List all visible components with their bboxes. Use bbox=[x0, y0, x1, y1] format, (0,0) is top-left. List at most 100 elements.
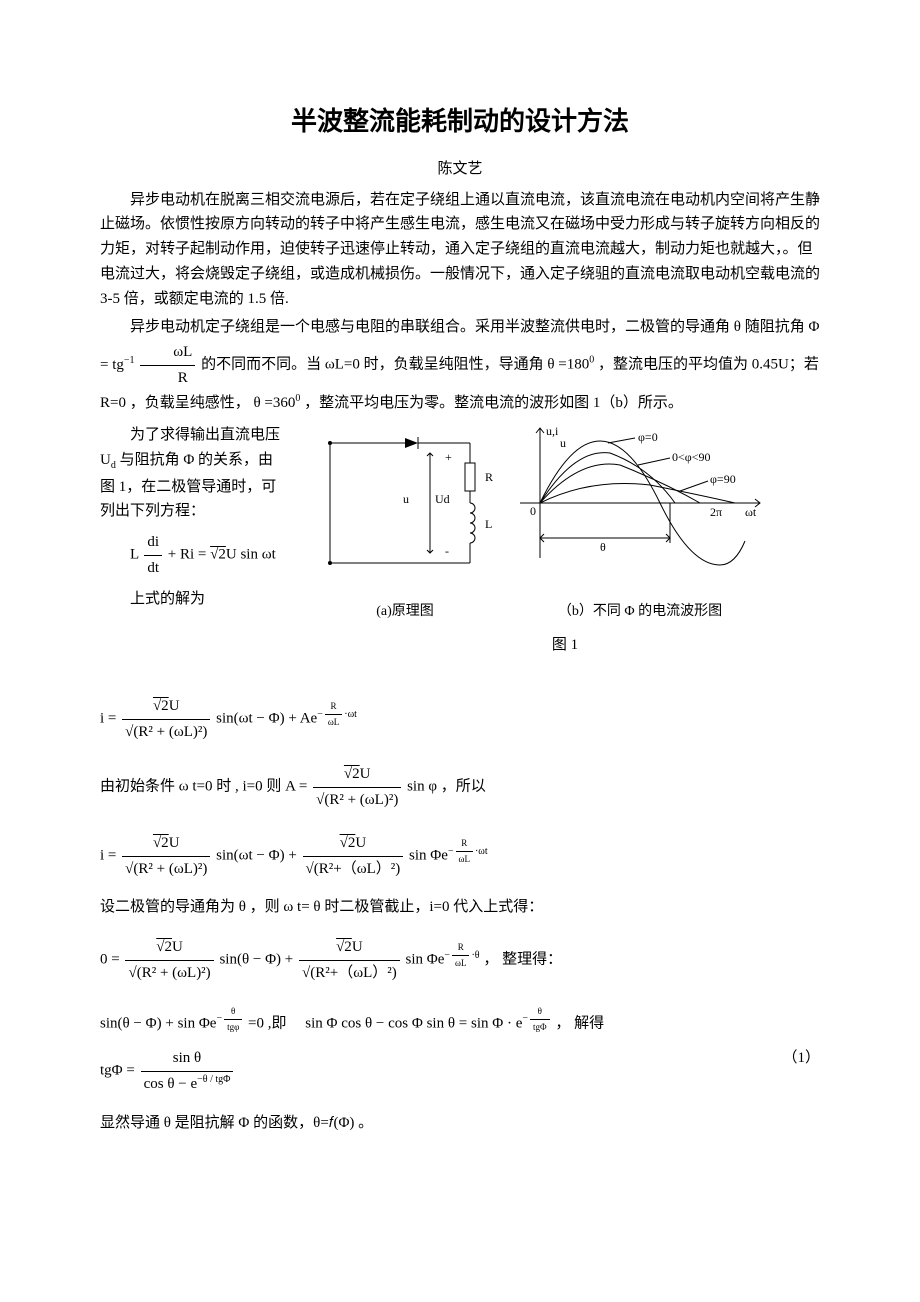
neg1: −1 bbox=[124, 355, 135, 366]
i2n2: U bbox=[169, 835, 180, 851]
i1ewL: ωL bbox=[325, 715, 342, 730]
lp-b: Ud 与阻抗角 Φ 的关系，由 bbox=[100, 448, 300, 475]
i1n1: √2 bbox=[153, 698, 169, 714]
eq-i1: i = √2U √(R² + (ωL)²) sin(ωt − Φ) + Ae−R… bbox=[100, 694, 820, 745]
i2ewL: ωL bbox=[456, 852, 473, 867]
i2n1: √2 bbox=[153, 835, 169, 851]
i2wt: ·ωt bbox=[475, 846, 488, 857]
fig-a-cap: (a)原理图 bbox=[310, 600, 500, 623]
deg-a: 0 bbox=[589, 355, 594, 366]
den-R: R bbox=[140, 366, 195, 391]
wave-svg: u,i u φ=0 0<φ<90 φ=90 0 2π ωt θ bbox=[510, 423, 770, 583]
paragraph-2: 异步电动机定子绕组是一个电感与电阻的串联组合。采用半波整流供电时，二极管的导通角… bbox=[100, 315, 820, 415]
eq-sintrig: sin(θ − Φ) + sin Φe−θtgφ =0 ,即 sin Φ cos… bbox=[100, 1004, 820, 1036]
figure-row: 为了求得输出直流电压 Ud 与阻抗角 Φ 的关系，由 图 1，在二极管导通时，可… bbox=[100, 423, 820, 688]
num-wL: ωL bbox=[140, 340, 195, 366]
eq-di: di bbox=[144, 530, 162, 556]
lp-e: 上式的解为 bbox=[100, 587, 300, 612]
zd2: √(R²+（ωL）²) bbox=[299, 961, 400, 986]
i2d1: √(R² + (ωL)²) bbox=[122, 857, 210, 882]
w-phi0: φ=0 bbox=[638, 430, 658, 444]
eq-i2: i = √2U √(R² + (ωL)²) sin(ωt − Φ) + √2U … bbox=[100, 831, 820, 882]
para-theta: 设二极管的导通角为 θ ，则 ω t= θ 时二极管截止，i=0 代入上式得： bbox=[100, 895, 820, 920]
i2n4: U bbox=[355, 835, 366, 851]
i2d2: √(R²+（ωL）²) bbox=[303, 857, 404, 882]
i2n3: √2 bbox=[340, 835, 356, 851]
t-L: L bbox=[485, 517, 492, 531]
w-2pi: 2π bbox=[710, 505, 722, 519]
p2a: 异步电动机定子绕组是一个电感与电阻的串联组合。采用半波整流供电时，二极管的导通角… bbox=[130, 319, 808, 335]
zn4: U bbox=[352, 939, 363, 955]
pi-a: 由初始条件 ω t=0 时 , i=0 则 bbox=[100, 779, 285, 795]
s2: sin Φ cos θ − cos Φ sin θ = sin Φ · e bbox=[305, 1015, 522, 1031]
arr: ， 整理得： bbox=[483, 952, 562, 968]
w-ui: u,i bbox=[546, 424, 559, 438]
t-R: R bbox=[485, 470, 493, 484]
i2a: i = bbox=[100, 848, 116, 864]
circuit-svg: + - u Ud R L bbox=[310, 423, 500, 583]
i2eR: R bbox=[456, 836, 473, 852]
zewL: ωL bbox=[452, 956, 469, 971]
lp-a: 为了求得输出直流电压 bbox=[100, 423, 300, 448]
fig-b-cap: （b）不同 Φ 的电流波形图 bbox=[510, 600, 770, 623]
zd1: √(R² + (ωL)²) bbox=[125, 961, 213, 986]
deg-b: 0 bbox=[295, 393, 300, 404]
zeR: R bbox=[452, 940, 469, 956]
Ad: √(R² + (ωL)²) bbox=[313, 788, 401, 813]
paragraph-1: 异步电动机在脱离三相交流电源后，若在定子绕组上通以直流电流，该直流电流在电动机内… bbox=[100, 188, 820, 312]
s1n: θ bbox=[224, 1004, 242, 1020]
i2sp: sin Φe bbox=[409, 848, 448, 864]
w-phimid: 0<φ<90 bbox=[672, 450, 710, 464]
t-ud: Ud bbox=[435, 492, 450, 506]
lp-b2: 与阻抗角 Φ 的关系，由 bbox=[116, 452, 273, 468]
p2d: ，整流平均电压为零。整流电流的波形如图 1（b）所示。 bbox=[304, 395, 683, 411]
t-minus: - bbox=[445, 544, 449, 558]
zn3: √2 bbox=[336, 939, 352, 955]
Ud-U: U bbox=[100, 452, 111, 468]
diagrams: + - u Ud R L (a)原理图 bbox=[310, 423, 820, 688]
s2n: θ bbox=[530, 1004, 550, 1020]
w-phi90: φ=90 bbox=[710, 472, 736, 486]
i1eR: R bbox=[325, 699, 342, 715]
lp-d: 列出下列方程： bbox=[100, 499, 300, 524]
eq-dt: dt bbox=[144, 556, 162, 581]
author: 陈文艺 bbox=[100, 157, 820, 182]
waveform-diagram: u,i u φ=0 0<φ<90 φ=90 0 2π ωt θ bbox=[510, 423, 770, 623]
p2b: 的不同而不同。当 ωL=0 时，负载呈纯阻性，导通角 θ =180 bbox=[201, 357, 589, 373]
eq-sqrt2: √2 bbox=[210, 547, 226, 563]
tgP: tgΦ = bbox=[100, 1063, 135, 1079]
s2d: tgΦ bbox=[530, 1020, 550, 1035]
slv: ， 解得 bbox=[555, 1015, 604, 1031]
zth: ·θ bbox=[471, 950, 479, 961]
eq-Ldi: L didt + Ri = √2U sin ωt bbox=[130, 530, 300, 581]
s1: sin(θ − Φ) + sin Φe bbox=[100, 1015, 216, 1031]
fig1-cap: 图 1 bbox=[310, 633, 820, 658]
s1d: tgφ bbox=[224, 1020, 242, 1035]
tgPn: sin θ bbox=[141, 1046, 234, 1072]
A-sin: sin φ bbox=[407, 779, 437, 795]
zsp: sin Φe bbox=[405, 952, 444, 968]
tgPd2: −θ / tgΦ bbox=[197, 1074, 230, 1085]
zn1: √2 bbox=[156, 939, 172, 955]
para-init: 由初始条件 ω t=0 时 , i=0 则 A = √2U √(R² + (ωL… bbox=[100, 762, 820, 813]
i1-sin: sin(ωt − Φ) + Ae bbox=[216, 711, 317, 727]
An2: U bbox=[360, 766, 371, 782]
z0: 0 = bbox=[100, 952, 120, 968]
zsin: sin(θ − Φ) + bbox=[219, 952, 297, 968]
eq-usin: U sin ωt bbox=[226, 547, 276, 563]
circuit-diagram: + - u Ud R L (a)原理图 bbox=[310, 423, 500, 623]
i1d: √(R² + (ωL)²) bbox=[122, 720, 210, 745]
eq-ri: + Ri = bbox=[168, 547, 210, 563]
i1-wt: ·ωt bbox=[344, 709, 357, 720]
i2sin: sin(ωt − Φ) + bbox=[216, 848, 300, 864]
para-final: 显然导通 θ 是阻抗解 Φ 的函数，θ=𝑓(Φ) 。 bbox=[100, 1111, 820, 1136]
i1-a: i = bbox=[100, 711, 116, 727]
eqL: L bbox=[130, 547, 139, 563]
so: ，所以 bbox=[441, 779, 486, 795]
zn2: U bbox=[172, 939, 183, 955]
w-zero: 0 bbox=[530, 504, 536, 518]
derivation-text: 为了求得输出直流电压 Ud 与阻抗角 Φ 的关系，由 图 1，在二极管导通时，可… bbox=[100, 423, 300, 611]
An1: √2 bbox=[344, 766, 360, 782]
t-plus: + bbox=[445, 450, 452, 464]
w-wt: ωt bbox=[745, 505, 757, 519]
